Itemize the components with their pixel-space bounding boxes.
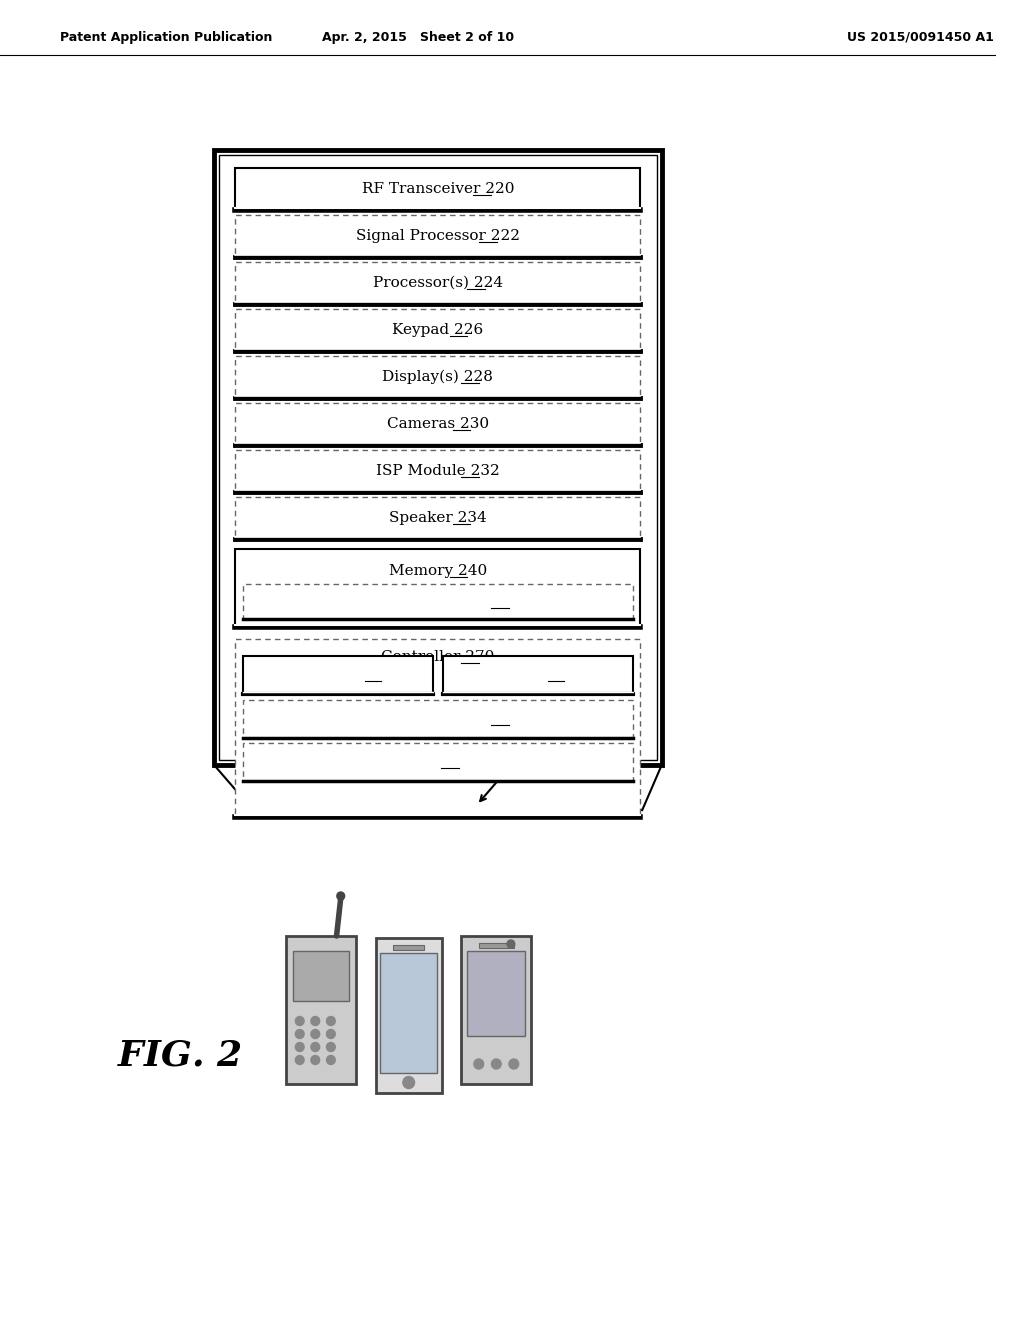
FancyBboxPatch shape	[461, 936, 531, 1084]
Text: RF Transceiver 220: RF Transceiver 220	[361, 182, 514, 195]
FancyBboxPatch shape	[236, 450, 640, 492]
Circle shape	[509, 1059, 519, 1069]
FancyBboxPatch shape	[236, 261, 640, 304]
Circle shape	[311, 1016, 319, 1026]
Text: Cameras 230: Cameras 230	[387, 417, 489, 432]
Circle shape	[295, 1056, 304, 1064]
Circle shape	[295, 1016, 304, 1026]
Text: Signal Processor 222: Signal Processor 222	[356, 228, 520, 243]
Circle shape	[295, 1030, 304, 1039]
Circle shape	[337, 892, 345, 900]
Text: Processor(s) 224: Processor(s) 224	[373, 276, 503, 290]
Text: F$\mathregular{IG}$. 2: F$\mathregular{IG}$. 2	[117, 1038, 242, 1072]
Circle shape	[295, 1043, 304, 1052]
Text: Processor(s) 272: Processor(s) 272	[279, 668, 397, 682]
FancyBboxPatch shape	[244, 583, 633, 619]
FancyBboxPatch shape	[393, 945, 424, 949]
Circle shape	[507, 940, 515, 948]
FancyBboxPatch shape	[236, 403, 640, 445]
FancyBboxPatch shape	[244, 700, 633, 738]
Text: ISP Module 232: ISP Module 232	[376, 465, 500, 478]
FancyBboxPatch shape	[244, 743, 633, 781]
FancyBboxPatch shape	[236, 639, 640, 817]
Circle shape	[327, 1056, 335, 1064]
Circle shape	[311, 1043, 319, 1052]
FancyBboxPatch shape	[244, 656, 433, 694]
Circle shape	[492, 1059, 501, 1069]
Circle shape	[311, 1056, 319, 1064]
FancyBboxPatch shape	[219, 154, 656, 760]
Circle shape	[474, 1059, 483, 1069]
Text: I/O 276: I/O 276	[409, 755, 467, 770]
Text: Keypad 226: Keypad 226	[392, 323, 483, 337]
FancyBboxPatch shape	[293, 950, 349, 1001]
Text: Display(s) 228: Display(s) 228	[383, 370, 494, 384]
Circle shape	[327, 1030, 335, 1039]
Text: US 2015/0091450 A1: US 2015/0091450 A1	[847, 30, 993, 44]
FancyBboxPatch shape	[286, 936, 356, 1084]
FancyBboxPatch shape	[236, 309, 640, 351]
Circle shape	[327, 1043, 335, 1052]
Text: Controller 270: Controller 270	[381, 649, 495, 664]
Text: Memory 274: Memory 274	[493, 668, 583, 682]
Text: Memory 240: Memory 240	[389, 564, 487, 578]
Text: Illumination Manager 260: Illumination Manager 260	[337, 711, 539, 726]
FancyBboxPatch shape	[236, 498, 640, 539]
FancyBboxPatch shape	[236, 168, 640, 210]
FancyBboxPatch shape	[479, 942, 514, 948]
Text: Patent Application Publication: Patent Application Publication	[60, 30, 272, 44]
Circle shape	[402, 1077, 415, 1089]
Circle shape	[311, 1030, 319, 1039]
FancyBboxPatch shape	[236, 215, 640, 257]
FancyBboxPatch shape	[467, 950, 525, 1036]
FancyBboxPatch shape	[236, 549, 640, 627]
FancyBboxPatch shape	[236, 356, 640, 399]
FancyBboxPatch shape	[376, 937, 441, 1093]
Text: 210: 210	[520, 746, 552, 764]
FancyBboxPatch shape	[381, 953, 437, 1072]
Text: Apr. 2, 2015   Sheet 2 of 10: Apr. 2, 2015 Sheet 2 of 10	[323, 30, 514, 44]
Circle shape	[327, 1016, 335, 1026]
FancyBboxPatch shape	[442, 656, 633, 694]
Text: Speaker 234: Speaker 234	[389, 511, 486, 525]
Text: Illumination Manager 260: Illumination Manager 260	[337, 594, 539, 609]
